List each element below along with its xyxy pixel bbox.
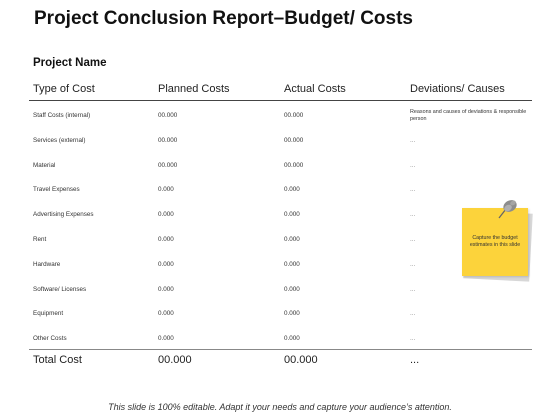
cell-planned: 0.000 [158, 335, 174, 343]
cell-type: Software/ Licenses [33, 285, 87, 293]
cell-deviation: ... [410, 260, 416, 268]
cell-actual: 00.000 [284, 161, 304, 169]
cell-planned: 00.000 [158, 136, 178, 144]
cell-actual: 0.000 [284, 235, 300, 243]
sticky-note: Capture the budget estimates in this sli… [462, 208, 528, 276]
total-label: Total Cost [33, 353, 82, 366]
cell-deviation: ... [410, 285, 416, 293]
table-header: Type of Cost Planned Costs Actual Costs … [29, 80, 532, 101]
header-actual-costs: Actual Costs [284, 83, 346, 95]
table-row: Equipment 0.000 0.000 ... [29, 299, 532, 324]
total-planned: 00.000 [158, 353, 192, 366]
cell-deviation: ... [410, 211, 416, 219]
cell-deviation: ... [410, 186, 416, 194]
cell-actual: 00.000 [284, 136, 304, 144]
cell-planned: 0.000 [158, 285, 174, 293]
cell-planned: 00.000 [158, 112, 178, 119]
cell-deviation: ... [410, 235, 416, 243]
cell-actual: 00.000 [284, 112, 304, 119]
table-row: Staff Costs (internal) 00.000 00.000 Rea… [29, 101, 532, 126]
cell-type: Rent [33, 235, 47, 243]
cell-actual: 0.000 [284, 335, 300, 343]
cell-planned: 0.000 [158, 260, 174, 268]
header-planned-costs: Planned Costs [158, 83, 230, 95]
footer-note: This slide is 100% editable. Adapt it yo… [108, 402, 452, 412]
cell-type: Travel Expenses [33, 186, 80, 194]
project-name: Project Name [33, 57, 107, 69]
table-row: Travel Expenses 0.000 0.000 ... [29, 175, 532, 200]
table-row: Other Costs 0.000 0.000 ... [29, 324, 532, 349]
cell-type: Advertising Expenses [33, 211, 94, 219]
cell-planned: 0.000 [158, 310, 174, 318]
cell-type: Other Costs [33, 335, 67, 343]
cell-planned: 00.000 [158, 161, 178, 169]
cell-deviation: ... [410, 161, 416, 169]
cell-deviation: ... [410, 310, 416, 318]
sticky-note-text: Capture the budget estimates in this sli… [469, 235, 521, 248]
table-row: Hardware 0.000 0.000 ... [29, 250, 532, 275]
page-title: Project Conclusion Report–Budget/ Costs [34, 8, 413, 29]
cell-actual: 0.000 [284, 310, 300, 318]
budget-table: Type of Cost Planned Costs Actual Costs … [29, 80, 532, 372]
cell-type: Material [33, 161, 56, 169]
cell-planned: 0.000 [158, 211, 174, 219]
cell-planned: 0.000 [158, 186, 174, 194]
header-deviations: Deviations/ Causes [410, 83, 505, 95]
cell-actual: 0.000 [284, 211, 300, 219]
table-row: Advertising Expenses 0.000 0.000 ... [29, 200, 532, 225]
cell-deviation: Reasons and causes of deviations & respo… [410, 109, 527, 122]
cell-deviation: ... [410, 136, 416, 144]
total-row: Total Cost 00.000 00.000 ... [29, 348, 532, 372]
header-type-of-cost: Type of Cost [33, 83, 95, 95]
table-row: Material 00.000 00.000 ... [29, 151, 532, 176]
cell-type: Staff Costs (internal) [33, 112, 91, 119]
cell-deviation: ... [410, 335, 416, 343]
cell-type: Hardware [33, 260, 61, 268]
total-deviation: ... [410, 353, 420, 366]
table-row: Rent 0.000 0.000 ... [29, 225, 532, 250]
total-actual: 00.000 [284, 353, 318, 366]
cell-planned: 0.000 [158, 235, 174, 243]
cell-actual: 0.000 [284, 260, 300, 268]
table-row: Services (external) 00.000 00.000 ... [29, 126, 532, 151]
cell-actual: 0.000 [284, 186, 300, 194]
cell-type: Equipment [33, 310, 64, 318]
table-row: Software/ Licenses 0.000 0.000 ... [29, 275, 532, 300]
cell-type: Services (external) [33, 136, 86, 144]
push-pin-icon [498, 200, 517, 219]
cell-actual: 0.000 [284, 285, 300, 293]
